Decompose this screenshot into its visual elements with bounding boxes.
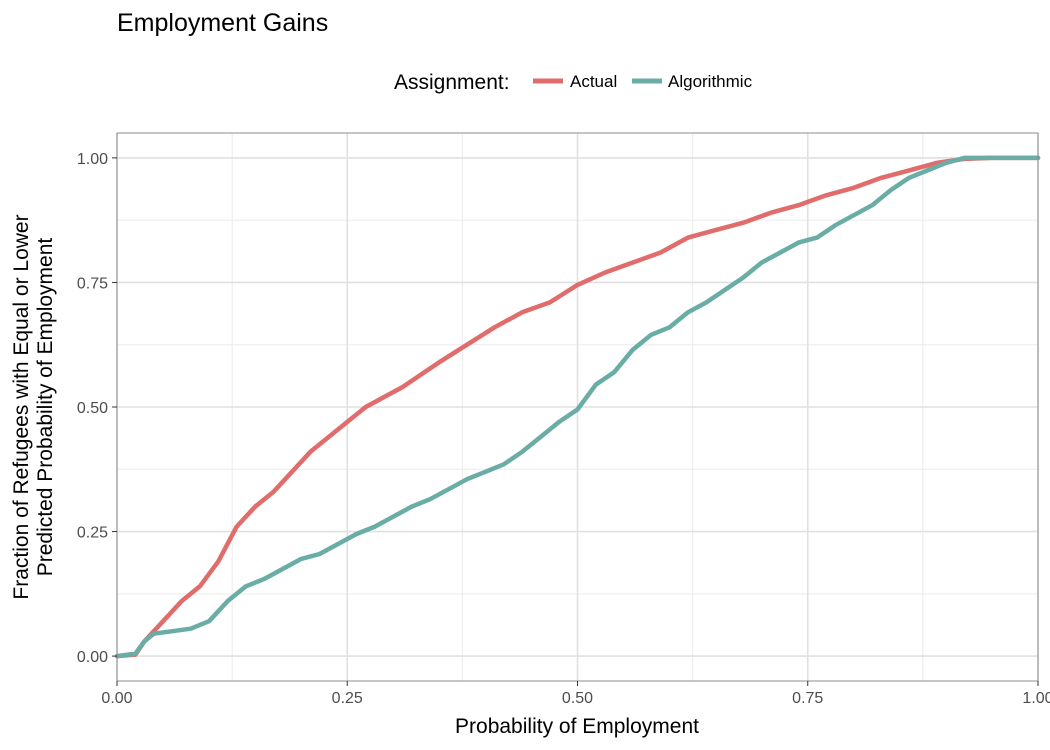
x-tick-label: 0.75 xyxy=(792,690,823,707)
y-axis-label-line-1: Fraction of Refugees with Equal or Lower xyxy=(10,214,33,599)
chart-title: Employment Gains xyxy=(117,9,328,37)
y-tick-label: 0.25 xyxy=(77,525,108,542)
x-tick-label: 1.00 xyxy=(1022,690,1050,707)
x-tick-label: 0.50 xyxy=(562,690,593,707)
y-tick-label: 0.00 xyxy=(77,649,108,666)
series-line-actual xyxy=(114,155,1041,659)
series-line-algorithmic xyxy=(114,155,1041,659)
plot-area: 0.00 0.25 0.50 0.75 1.00 0.00 0.25 0.50 0.75 1.00 xyxy=(77,132,1050,707)
legend-label-actual: Actual xyxy=(570,72,617,91)
y-axis-label: Fraction of Refugees with Equal or Lower… xyxy=(10,214,57,599)
y-tick-label: 0.50 xyxy=(77,400,108,417)
legend-title: Assignment: xyxy=(394,71,510,94)
y-tick-label: 0.75 xyxy=(77,275,108,292)
y-axis-label-line-2: Predicted Probability of Employment xyxy=(34,238,57,577)
x-tick-label: 0.25 xyxy=(332,690,363,707)
x-axis-label: Probability of Employment xyxy=(455,715,699,738)
legend: Assignment: Actual Algorithmic xyxy=(394,71,753,94)
y-tick-label: 1.00 xyxy=(77,151,108,168)
x-tick-label: 0.00 xyxy=(101,690,132,707)
legend-label-algorithmic: Algorithmic xyxy=(668,72,753,91)
